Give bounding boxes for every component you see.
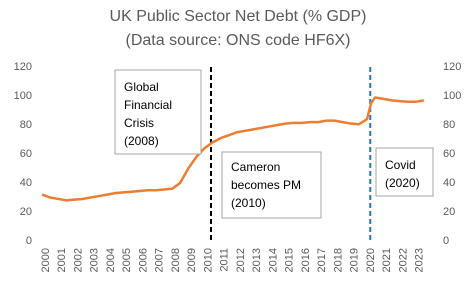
series-line (41, 96, 425, 202)
x-tick-label: 2016 (300, 248, 312, 272)
x-tick-label: 2000 (40, 248, 52, 272)
x-tick-label: 2014 (267, 248, 279, 272)
y-tick-label: 0 (26, 235, 32, 247)
annotation-box (375, 147, 434, 197)
x-tick-label: 2004 (105, 248, 117, 272)
y2-tick-label: 80 (443, 119, 455, 131)
x-tick-label: 2009 (186, 248, 198, 272)
chart-title: UK Public Sector Net Debt (% GDP) (110, 8, 367, 25)
x-tick-label: 2017 (316, 248, 328, 272)
x-tick-label: 2008 (170, 248, 182, 272)
annotation-box (221, 151, 322, 219)
x-tick-label: 2020 (365, 248, 377, 272)
y2-tick-label: 0 (443, 235, 449, 247)
x-tick-label: 2019 (349, 248, 361, 272)
chart-subtitle: (Data source: ONS code HF6X) (126, 32, 351, 49)
x-tick-label: 2005 (121, 248, 133, 272)
y-tick-label: 80 (20, 119, 32, 131)
y-tick-label: 20 (20, 206, 32, 218)
x-tick-label: 2007 (154, 248, 166, 272)
x-tick-label: 2010 (202, 248, 214, 272)
y-tick-label: 100 (14, 90, 32, 102)
x-tick-label: 2002 (72, 248, 84, 272)
y2-tick-label: 100 (443, 90, 461, 102)
x-tick-label: 2023 (414, 248, 426, 272)
annotation-text: becomes PM (231, 178, 301, 192)
y2-tick-label: 120 (443, 61, 461, 73)
y2-tick-label: 60 (443, 148, 455, 160)
y-tick-label: 120 (14, 61, 32, 73)
x-tick-label: 2001 (56, 248, 68, 272)
y2-tick-label: 40 (443, 177, 455, 189)
y2-tick-label: 20 (443, 206, 455, 218)
annotation-text: Financial (124, 98, 172, 112)
x-tick-label: 2022 (397, 248, 409, 272)
annotation-text: (2020) (385, 176, 420, 190)
y-tick-label: 60 (20, 148, 32, 160)
annotation-box (114, 69, 202, 155)
x-tick-label: 2011 (219, 248, 231, 272)
annotation-text: Cameron (231, 160, 280, 174)
x-tick-label: 2018 (332, 248, 344, 272)
annotation-text: (2010) (231, 196, 266, 210)
x-tick-label: 2013 (251, 248, 263, 272)
x-tick-label: 2003 (89, 248, 101, 272)
annotation-text: Covid (385, 158, 416, 172)
y-tick-label: 40 (20, 177, 32, 189)
annotation-text: Crisis (124, 116, 154, 130)
x-tick-label: 2012 (235, 248, 247, 272)
x-tick-label: 2006 (137, 248, 149, 272)
x-tick-label: 2021 (381, 248, 393, 272)
annotation-text: (2008) (124, 134, 159, 148)
annotation-text: Global (124, 80, 159, 94)
x-tick-label: 2015 (284, 248, 296, 272)
